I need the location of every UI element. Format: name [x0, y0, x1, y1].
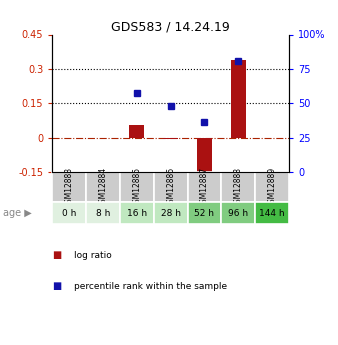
Text: GSM12889: GSM12889 [268, 167, 276, 208]
Text: 16 h: 16 h [127, 209, 147, 218]
Bar [52, 172, 86, 202]
Text: percentile rank within the sample: percentile rank within the sample [74, 282, 227, 291]
Text: 8 h: 8 h [96, 209, 110, 218]
Title: GDS583 / 14.24.19: GDS583 / 14.24.19 [111, 20, 230, 33]
Bar [163, 138, 178, 139]
Text: GSM12888: GSM12888 [234, 167, 243, 208]
Text: GSM12887: GSM12887 [200, 167, 209, 208]
Text: log ratio: log ratio [74, 251, 112, 260]
Text: 28 h: 28 h [161, 209, 181, 218]
Text: 144 h: 144 h [259, 209, 285, 218]
Text: 0 h: 0 h [62, 209, 76, 218]
Text: ■: ■ [52, 250, 62, 260]
Bar [154, 202, 188, 224]
Bar [120, 202, 154, 224]
Bar [188, 202, 221, 224]
Bar [52, 202, 86, 224]
Text: ■: ■ [52, 282, 62, 291]
Bar [86, 202, 120, 224]
Bar [221, 172, 255, 202]
Text: GSM12885: GSM12885 [132, 167, 141, 208]
Text: GSM12886: GSM12886 [166, 167, 175, 208]
Bar [221, 202, 255, 224]
Text: 96 h: 96 h [228, 209, 248, 218]
Text: GSM12884: GSM12884 [99, 167, 107, 208]
Bar [120, 172, 154, 202]
Bar [255, 202, 289, 224]
Bar [154, 172, 188, 202]
Text: GSM12883: GSM12883 [65, 167, 74, 208]
Bar [86, 172, 120, 202]
Bar [231, 60, 246, 138]
Text: age ▶: age ▶ [3, 208, 32, 218]
Bar [197, 138, 212, 180]
Text: 52 h: 52 h [194, 209, 215, 218]
Bar [129, 125, 145, 138]
Bar [255, 172, 289, 202]
Bar [188, 172, 221, 202]
